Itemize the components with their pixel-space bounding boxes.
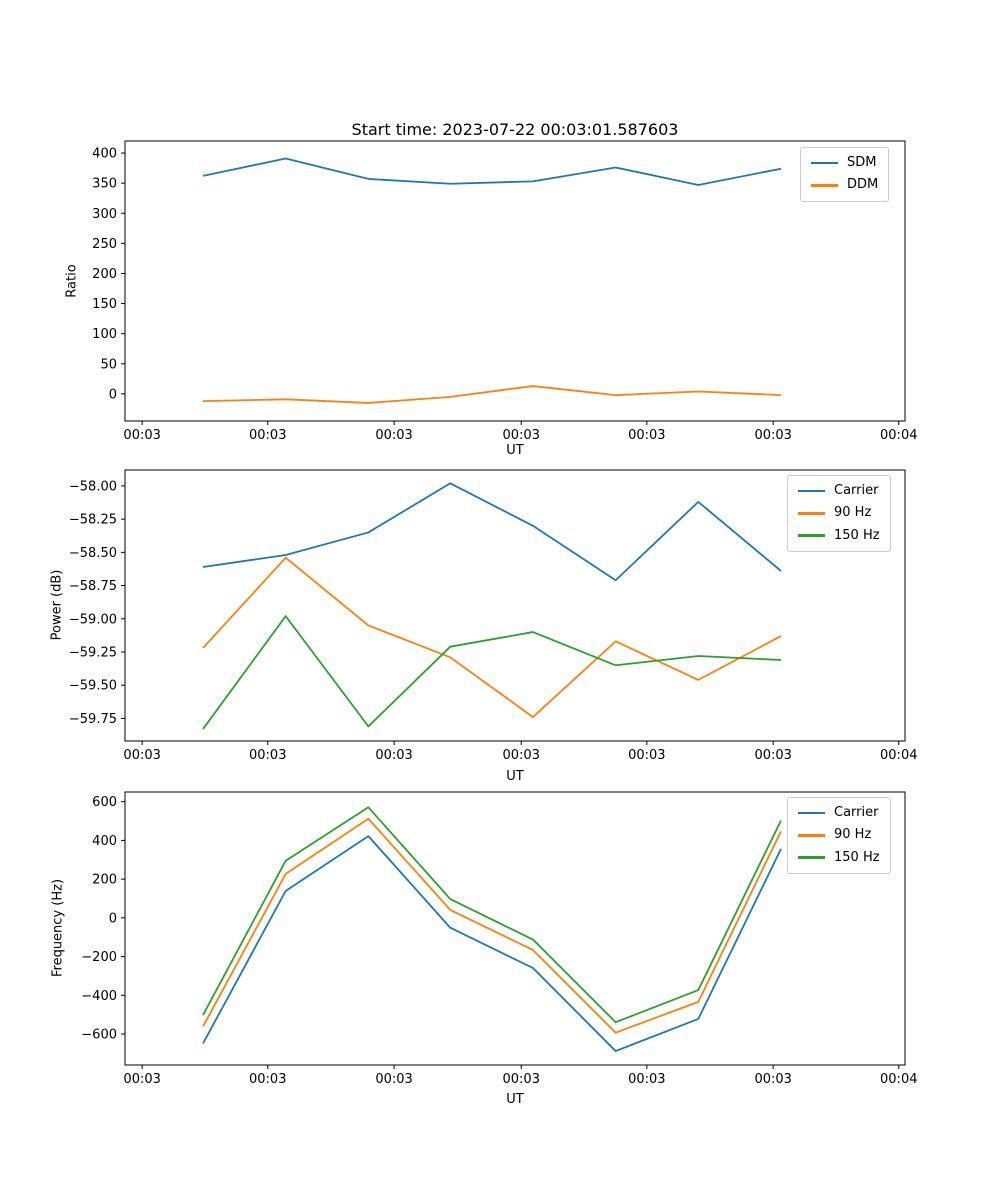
carrier-line-swatch [798,489,825,493]
y-tick-label: 350 [92,177,117,192]
series-line-90-hz [202,556,782,718]
y-tick-label: 400 [92,834,117,849]
legend-label-ddm: DDM [847,177,879,193]
150hz-line-swatch [798,856,825,859]
legend-label-carrier: Carrier [834,483,879,498]
y-tick-label: −200 [81,950,117,965]
legend-entry-sdm: SDM [811,155,878,170]
subplot-1: 00:03 00:03 00:03 00:03 00:03 00:03 00:04 0 50 10… [92,140,917,443]
y-tick-label: −59.75 [69,712,117,727]
y-axis-label-ratio: Ratio [64,264,80,298]
x-tick-label: 00:03 [375,748,412,763]
x-tick-label: 00:03 [249,748,286,763]
subplot-3: 00:03 00:03 00:03 00:03 00:03 00:03 00:04 −600 −… [81,791,917,1087]
y-axis-label-power: Power (dB) [49,569,65,641]
y-tick-label: 200 [92,873,117,888]
legend-entry-150hz: 150 Hz [798,849,880,865]
subplot-2: 00:03 00:03 00:03 00:03 00:03 00:03 00:04 −58.0… [69,469,917,763]
sdm-line-swatch [811,161,838,165]
y-tick-label: −59.25 [69,645,117,660]
y-tick-label: −58.75 [69,579,117,594]
x-tick-label: 00:03 [754,428,791,443]
x-tick-label: 00:03 [123,748,160,763]
legend-label-90hz: 90 Hz [834,505,872,521]
legend-entry-carrier: Carrier [798,805,880,820]
x-tick-label: 00:04 [880,748,917,763]
series-line-carrier [202,482,782,582]
legend-label-90hz: 90 Hz [834,827,872,843]
carrier-line-swatch [798,811,825,815]
y-tick-label: 100 [92,327,117,342]
y-tick-label: 0 [109,387,117,402]
y-axis-label-frequency: Frequency (Hz) [50,878,66,978]
axes-box [124,791,906,1066]
y-tick-label: 150 [92,297,117,312]
legend-entry-90hz: 90 Hz [798,827,880,843]
legend-entry-carrier: Carrier [798,483,880,498]
y-tick-label: −58.50 [69,546,117,561]
legend-label-sdm: SDM [847,155,877,170]
150hz-line-swatch [798,534,825,537]
x-axis-label-ut-1: UT [506,443,524,458]
x-tick-label: 00:03 [754,748,791,763]
y-tick-label: −59.00 [69,612,117,627]
figure-title: Start time: 2023-07-22 00:03:01.587603 [351,120,679,139]
x-tick-label: 00:03 [375,428,412,443]
series-line-90-hz [202,817,782,1034]
y-tick-label: −400 [81,989,117,1004]
x-tick-label: 00:04 [880,1072,917,1087]
legend-entry-90hz: 90 Hz [798,505,880,521]
legend-frequency: Carrier 90 Hz 150 Hz [787,797,891,874]
legend-entry-150hz: 150 Hz [798,527,880,543]
x-tick-label: 00:03 [628,428,665,443]
series-line-150-hz [202,615,782,730]
series-line-sdm [202,157,782,186]
legend-ratio: SDM DDM [800,147,890,202]
y-tick-label: 400 [92,147,117,162]
x-tick-label: 00:03 [123,428,160,443]
y-tick-label: −58.00 [69,479,117,494]
x-axis-label-ut-3: UT [506,1092,524,1107]
series-line-ddm [202,385,782,404]
y-tick-label: 200 [92,267,117,282]
x-tick-label: 00:03 [249,1072,286,1087]
y-tick-label: −59.50 [69,679,117,694]
axes-box [124,140,906,422]
axes-box [124,469,906,742]
x-tick-label: 00:04 [880,428,917,443]
y-tick-label: 250 [92,237,117,252]
y-tick-label: 0 [109,911,117,926]
x-tick-label: 00:03 [628,1072,665,1087]
x-tick-label: 00:03 [123,1072,160,1087]
y-tick-label: 300 [92,207,117,222]
legend-label-carrier: Carrier [834,805,879,820]
y-tick-label: −58.25 [69,513,117,528]
y-tick-label: 50 [100,357,117,372]
90hz-line-swatch [798,834,825,837]
x-tick-label: 00:03 [375,1072,412,1087]
x-tick-label: 00:03 [503,748,540,763]
x-tick-label: 00:03 [754,1072,791,1087]
legend-entry-ddm: DDM [811,177,879,193]
y-tick-label: −600 [81,1028,117,1043]
series-line-150-hz [202,806,782,1024]
x-axis-label-ut-2: UT [506,769,524,784]
legend-power: Carrier 90 Hz 150 Hz [787,475,891,552]
legend-label-150hz: 150 Hz [834,527,880,543]
x-tick-label: 00:03 [503,428,540,443]
y-tick-label: 600 [92,795,117,810]
x-tick-label: 00:03 [628,748,665,763]
legend-label-150hz: 150 Hz [834,849,880,865]
90hz-line-swatch [798,512,825,515]
series-line-carrier [202,835,782,1052]
x-tick-label: 00:03 [503,1072,540,1087]
ddm-line-swatch [811,184,838,187]
x-tick-label: 00:03 [249,428,286,443]
